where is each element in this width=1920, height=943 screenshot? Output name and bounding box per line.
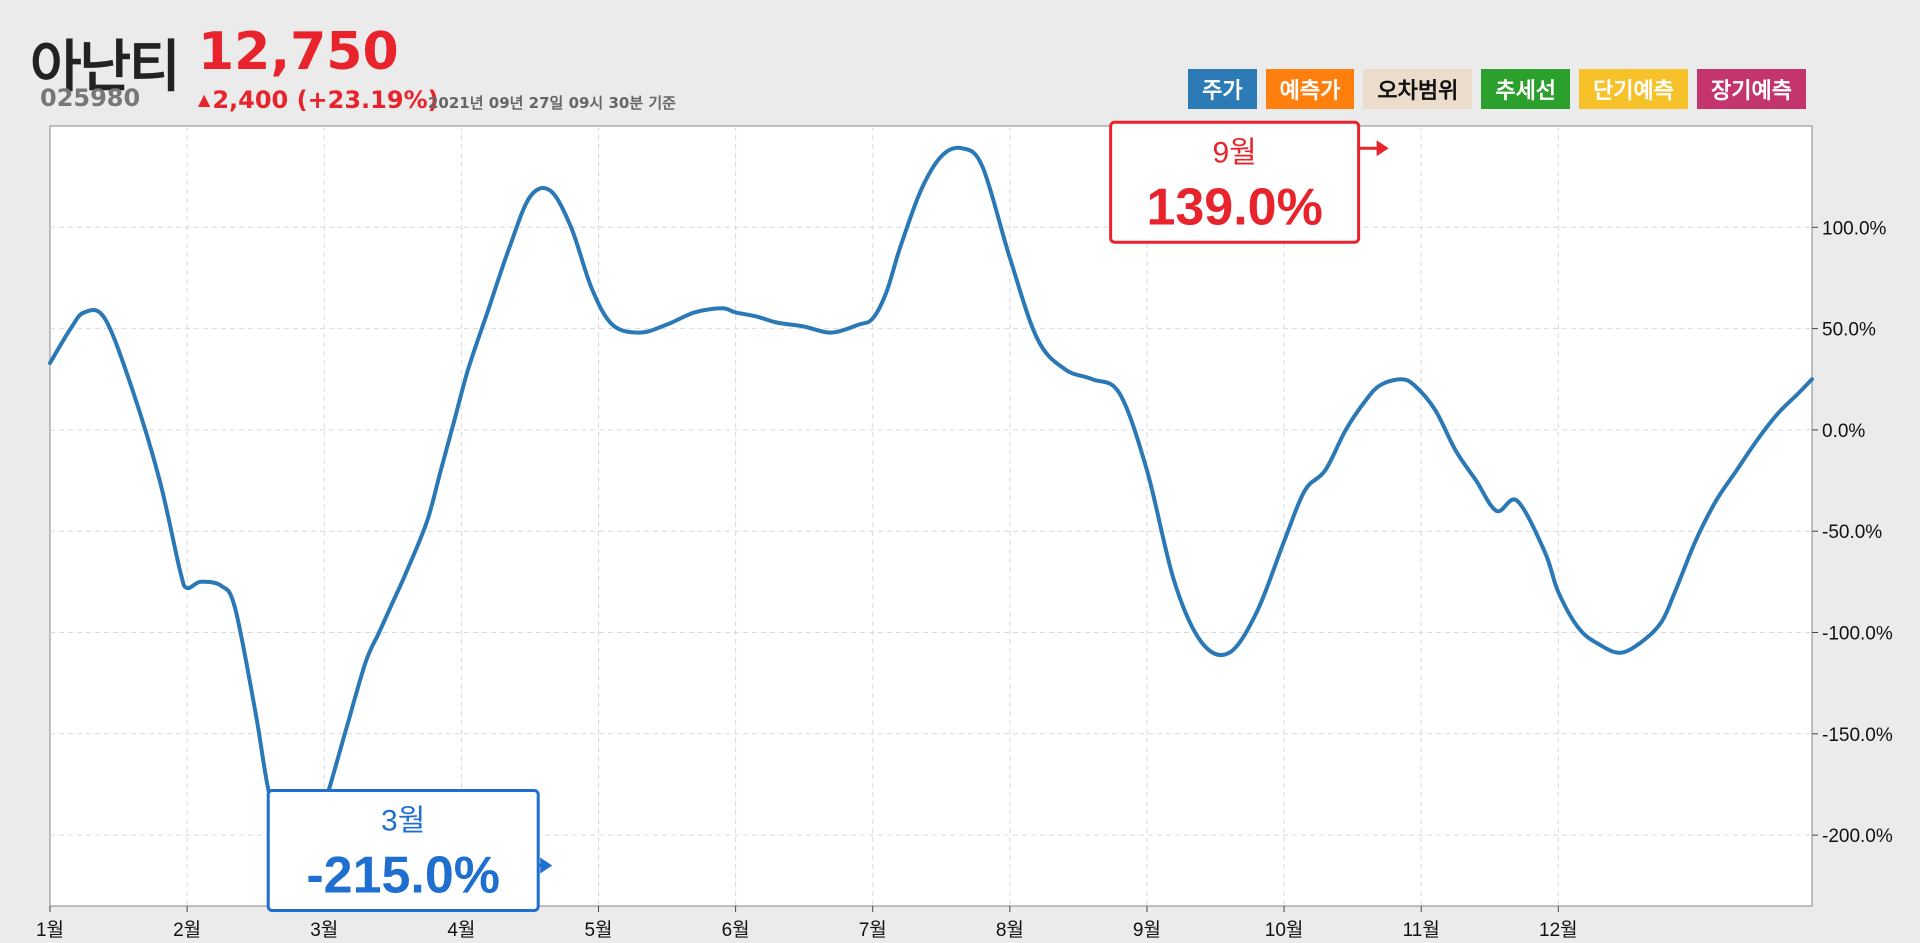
up-arrow-icon: ▲ [198, 90, 211, 109]
y-tick-label: -50.0% [1822, 522, 1882, 543]
x-tick-label: 4월 [447, 919, 475, 939]
y-tick-label: -150.0% [1822, 725, 1893, 746]
stock-price: 12,750 [198, 22, 399, 82]
price-change-value: 2,400 (+23.19%) [212, 86, 439, 114]
legend-item-forecast[interactable]: 예측가 [1265, 69, 1355, 109]
legend-item-stock-price[interactable]: 주가 [1188, 69, 1257, 109]
y-tick-label: 0.0% [1822, 421, 1865, 442]
legend-item-trendline[interactable]: 추세선 [1481, 69, 1571, 109]
annotation-month: 3월 [381, 804, 425, 837]
annotation-arrow-head [540, 857, 553, 874]
x-tick-label: 7월 [859, 919, 887, 939]
legend-item-short-term-forecast[interactable]: 단기예측 [1579, 69, 1689, 109]
x-tick-label: 8월 [996, 919, 1024, 939]
legend-item-error-range[interactable]: 오차범위 [1363, 69, 1473, 109]
annotation-arrow-head [1376, 140, 1389, 157]
stock-code: 025980 [40, 84, 141, 112]
x-tick-label: 6월 [722, 919, 750, 939]
annotation-month: 9월 [1212, 136, 1256, 169]
stock-header: 아난티 12,750 025980 ▲2,400 (+23.19%) 2021년… [30, 22, 1910, 122]
timestamp: 2021년 09년 27일 09시 30분 기준 [428, 94, 676, 112]
y-tick-label: -200.0% [1822, 826, 1893, 847]
x-tick-label: 10월 [1265, 919, 1304, 939]
y-tick-label: 100.0% [1822, 218, 1887, 239]
legend-item-long-term-forecast[interactable]: 장기예측 [1697, 69, 1806, 109]
annotation-value: -215.0% [306, 846, 500, 904]
annotation-box [1109, 120, 1361, 244]
y-tick-label: -100.0% [1822, 623, 1893, 644]
x-tick-label: 3월 [310, 919, 338, 939]
plot-area [49, 125, 1813, 907]
x-tick-label: 9월 [1133, 919, 1161, 939]
y-tick-label: 50.0% [1822, 320, 1876, 341]
x-tick-label: 1월 [36, 919, 64, 939]
stock-name: 아난티 [30, 35, 181, 100]
x-tick-label: 11월 [1403, 919, 1440, 939]
annotation-box [266, 788, 540, 912]
x-tick-label: 12월 [1539, 919, 1578, 939]
price-change: ▲2,400 (+23.19%) [198, 86, 439, 114]
x-tick-label: 2월 [173, 919, 201, 939]
x-tick-label: 5월 [584, 919, 612, 939]
annotation-value: 139.0% [1146, 178, 1322, 236]
legend: 주가 예측가 오차범위 추세선 단기예측 장기예측 [1188, 69, 1806, 109]
